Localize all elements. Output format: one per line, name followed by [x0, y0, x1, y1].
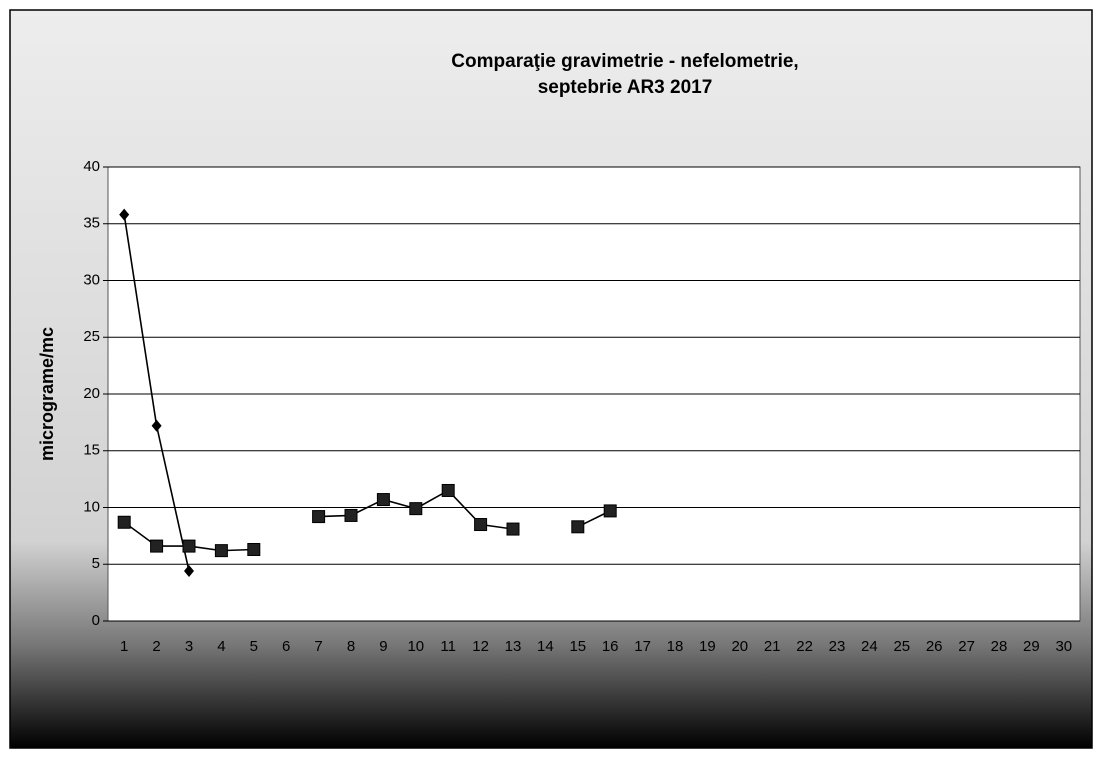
x-tick-label: 16	[602, 638, 619, 655]
marker	[376, 493, 390, 507]
x-tick-label: 22	[796, 638, 813, 655]
x-tick-label: 2	[152, 638, 160, 655]
x-tick-label: 3	[185, 638, 193, 655]
x-tick-label: 10	[407, 638, 424, 655]
marker	[441, 483, 455, 497]
y-tick-label: 25	[83, 328, 100, 345]
y-tick-label: 35	[83, 215, 100, 232]
marker	[344, 508, 358, 522]
y-tick-label: 10	[83, 498, 100, 515]
marker	[571, 520, 585, 534]
x-tick-label: 23	[829, 638, 846, 655]
x-tick-label: 19	[699, 638, 716, 655]
marker	[117, 515, 131, 529]
x-tick-label: 14	[537, 638, 554, 655]
marker	[151, 419, 162, 432]
y-tick-label: 15	[83, 442, 100, 459]
x-tick-label: 21	[764, 638, 781, 655]
y-tick-label: 0	[92, 612, 100, 629]
marker	[506, 522, 520, 536]
x-tick-label: 29	[1023, 638, 1040, 655]
x-tick-label: 6	[282, 638, 290, 655]
marker	[474, 518, 488, 532]
x-tick-label: 7	[314, 638, 322, 655]
marker	[247, 542, 261, 556]
x-tick-label: 12	[472, 638, 489, 655]
x-tick-label: 8	[347, 638, 355, 655]
x-tick-label: 20	[731, 638, 748, 655]
y-tick-label: 40	[83, 158, 100, 175]
chart-title: Comparaţie gravimetrie - nefelometrie,	[451, 51, 798, 72]
x-tick-label: 9	[379, 638, 387, 655]
marker	[119, 208, 130, 221]
x-tick-label: 13	[505, 638, 522, 655]
x-tick-label: 28	[991, 638, 1008, 655]
x-tick-label: 17	[634, 638, 651, 655]
marker	[409, 502, 423, 516]
y-tick-label: 20	[83, 385, 100, 402]
x-tick-label: 11	[440, 638, 456, 655]
y-axis-label: micrograme/mc	[37, 327, 57, 461]
x-tick-label: 26	[926, 638, 943, 655]
y-tick-label: 5	[92, 555, 100, 572]
x-tick-label: 1	[120, 638, 128, 655]
x-tick-label: 15	[569, 638, 586, 655]
marker	[312, 510, 326, 524]
x-tick-label: 24	[861, 638, 878, 655]
x-tick-label: 5	[250, 638, 258, 655]
marker	[214, 544, 228, 558]
x-tick-label: 18	[667, 638, 684, 655]
marker	[150, 539, 164, 553]
marker	[184, 565, 194, 578]
marker	[182, 539, 196, 553]
y-tick-label: 30	[83, 271, 100, 288]
marker	[603, 504, 617, 518]
chart-title: septebrie AR3 2017	[538, 77, 713, 98]
x-tick-label: 25	[893, 638, 910, 655]
x-tick-label: 30	[1055, 638, 1072, 655]
x-tick-label: 4	[217, 638, 225, 655]
x-tick-label: 27	[958, 638, 975, 655]
